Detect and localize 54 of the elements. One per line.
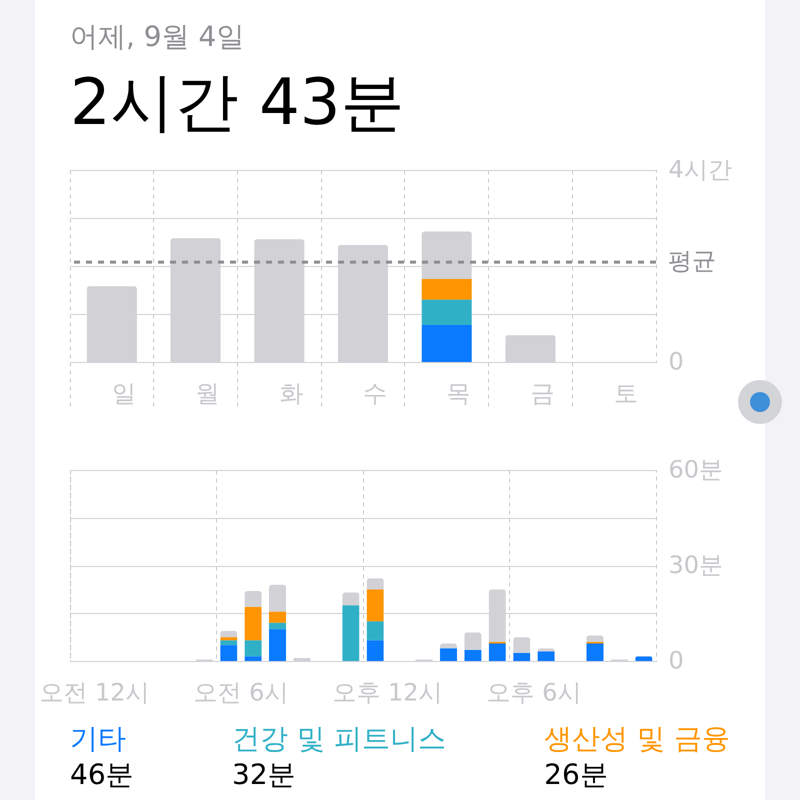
x-tick-label: 화	[279, 380, 304, 408]
text: 건강 및 피트니스	[232, 721, 446, 757]
bar	[464, 632, 482, 650]
x-tick-label: 오후 6시	[486, 678, 582, 706]
y-tick-label: 0	[668, 348, 684, 376]
chart-title: 2시간 43분	[70, 66, 404, 140]
y-tick-label: 0	[668, 646, 684, 674]
x-tick-label: 수	[363, 380, 387, 408]
bar	[513, 653, 530, 661]
y-tick-label: 60분	[668, 456, 724, 484]
bar	[440, 643, 458, 648]
bar	[342, 605, 360, 661]
bar	[366, 621, 384, 640]
x-tick-label: 오전 6시	[193, 678, 288, 706]
bar	[422, 325, 472, 362]
x-tick-label: 월	[196, 380, 220, 408]
bar	[220, 640, 238, 646]
text: 26분	[544, 757, 608, 794]
bar	[268, 629, 286, 661]
bar	[586, 636, 604, 642]
bar	[220, 645, 238, 661]
text: 32분	[232, 757, 296, 794]
text: 생산성 및 금융	[544, 721, 730, 757]
x-tick-label: 목	[446, 380, 471, 408]
bar	[366, 640, 384, 661]
x-tick-label: 오전 12시	[39, 678, 150, 706]
chart-subtitle: 어제, 9월 4일	[70, 20, 244, 54]
x-tick-label: 오후 12시	[332, 678, 443, 706]
bar	[440, 648, 458, 661]
bar	[422, 300, 472, 326]
bar	[244, 656, 262, 661]
bar	[538, 651, 555, 661]
bar	[513, 637, 530, 654]
text: 46분	[70, 757, 134, 794]
bar	[244, 590, 262, 607]
text: 기타	[70, 721, 126, 757]
x-tick-label: 일	[112, 380, 136, 408]
bar	[488, 643, 506, 661]
bar	[220, 637, 238, 640]
y-tick-label: 30분	[668, 551, 724, 579]
bar	[244, 606, 262, 640]
ref-line-label: 평균	[668, 247, 716, 276]
bar	[268, 584, 286, 612]
bar	[422, 278, 472, 300]
bar	[268, 612, 286, 623]
bar	[342, 592, 360, 606]
bar	[464, 650, 482, 661]
bar	[586, 643, 604, 661]
x-tick-label: 토	[614, 380, 638, 408]
bar	[366, 578, 384, 590]
bar	[268, 622, 286, 630]
x-tick-label: 금	[530, 380, 554, 408]
bar	[244, 640, 262, 656]
bar	[366, 589, 384, 622]
